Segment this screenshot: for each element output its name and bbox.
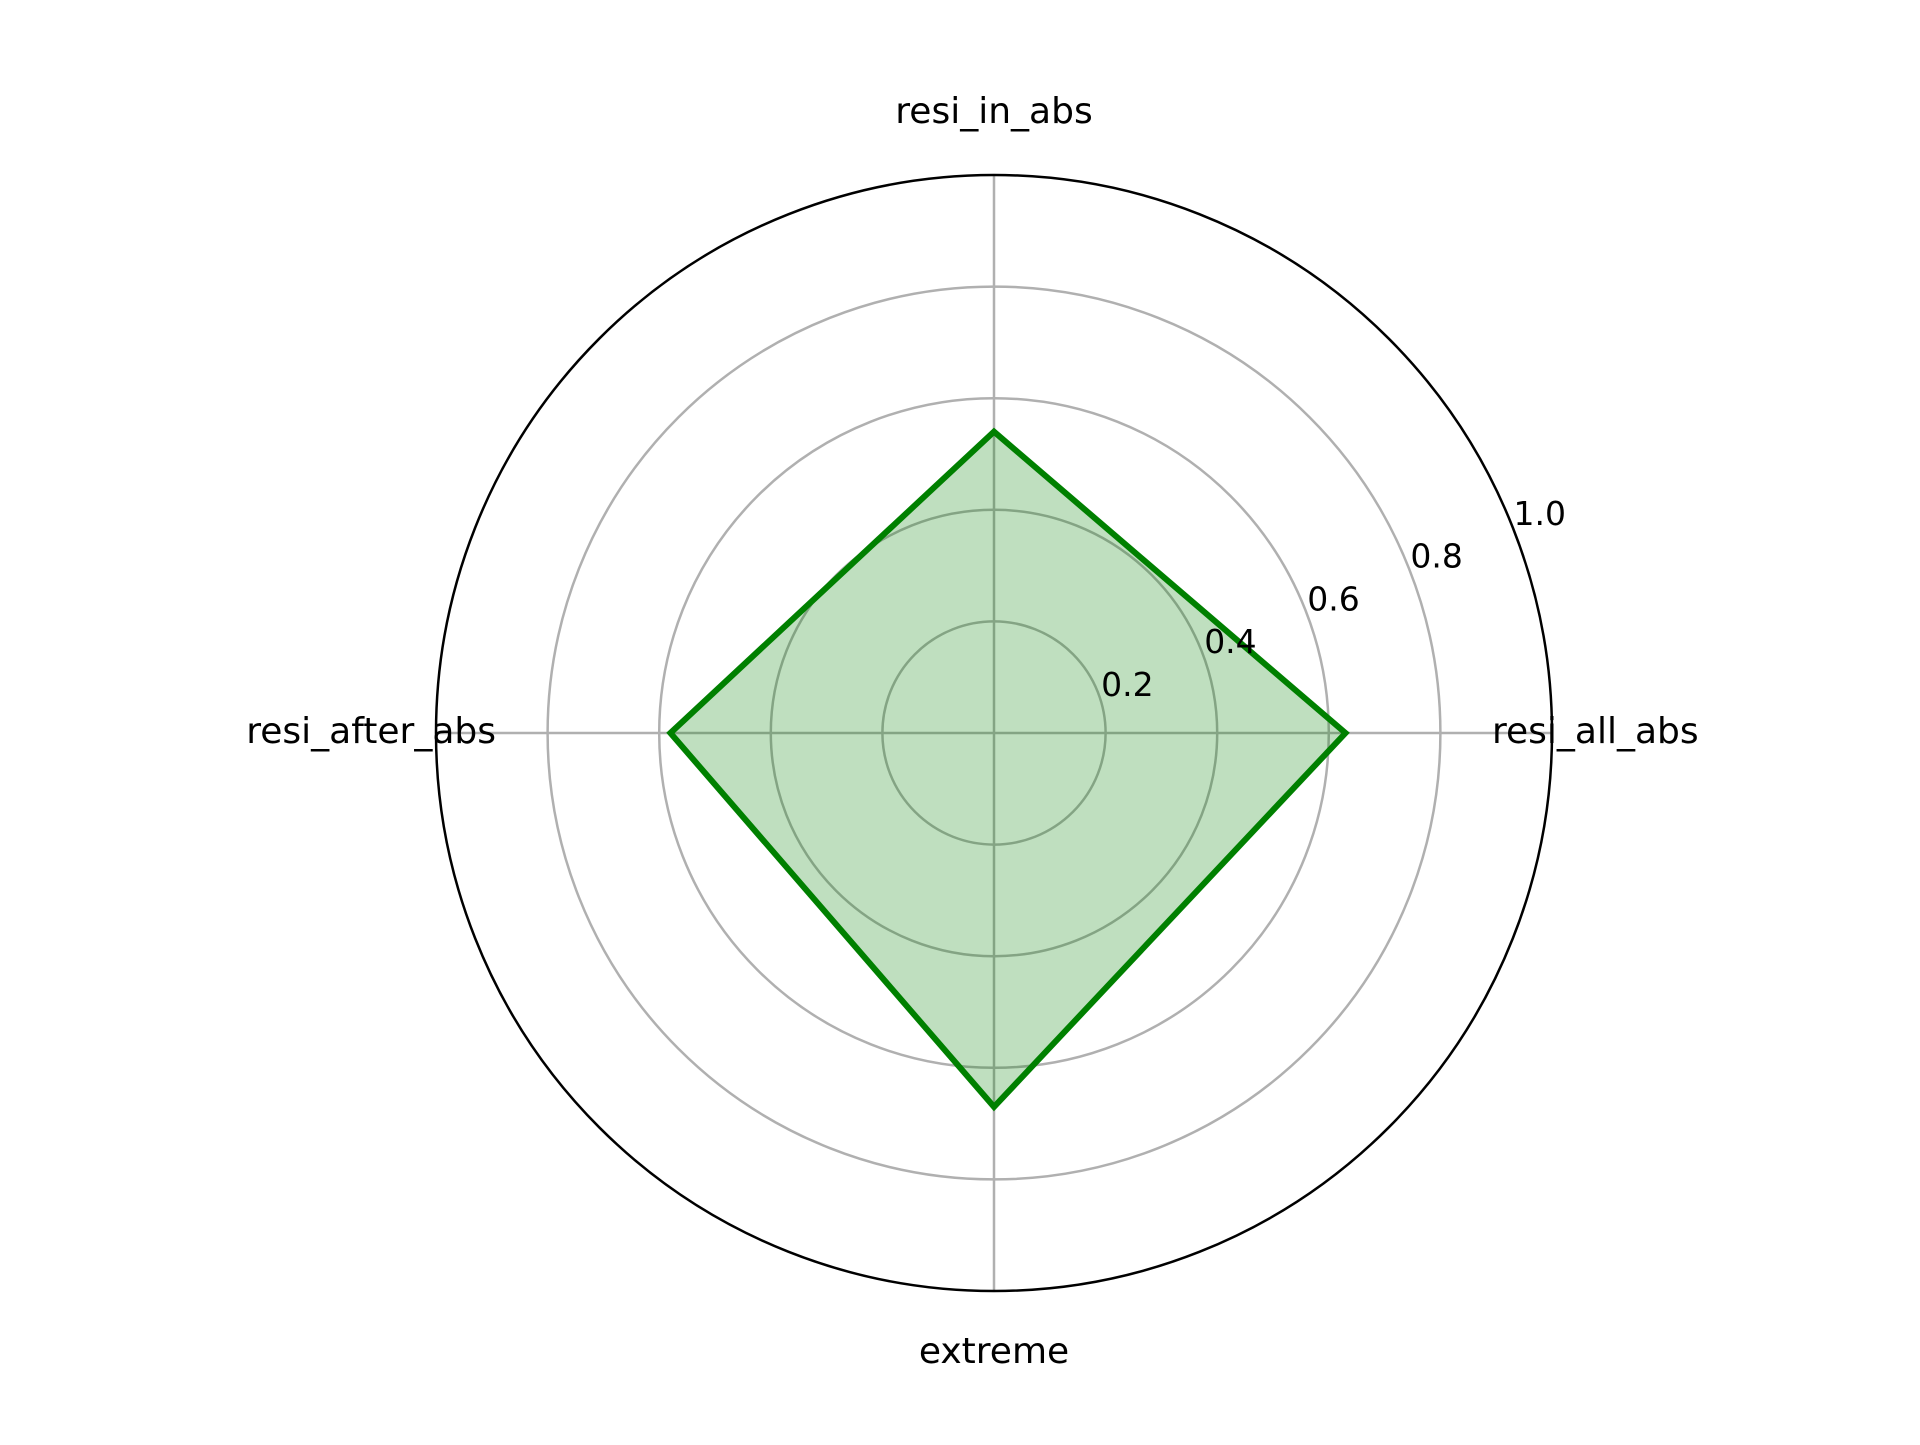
label-layer: 0.2 0.4 0.6 0.8 1.0 resi_all_abs resi_in_absre… — [246, 91, 1698, 1372]
frame-layer — [434, 173, 1554, 1293]
r-tick-label: 1.0 — [1514, 494, 1566, 533]
grid-layer — [436, 175, 1552, 1291]
r-tick-label: 0.8 — [1410, 537, 1462, 576]
series-line-0 — [666, 427, 1350, 1112]
category-label-resi_after_abs: resi_after_abs — [246, 711, 496, 752]
series-fill-0 — [670, 431, 1346, 1107]
r-tick-label: 0.4 — [1204, 622, 1256, 661]
r-tick-label: 0.6 — [1307, 579, 1359, 618]
category-label-extreme: extreme — [919, 1331, 1069, 1372]
polar-frame — [434, 173, 1554, 1293]
r-tick-label: 0.2 — [1101, 665, 1153, 704]
data-layer — [666, 427, 1350, 1112]
category-label-resi_in_abs: resi_in_abs — [895, 91, 1092, 132]
category-label-resi_all_abs: resi_all_abs — [1492, 711, 1699, 752]
